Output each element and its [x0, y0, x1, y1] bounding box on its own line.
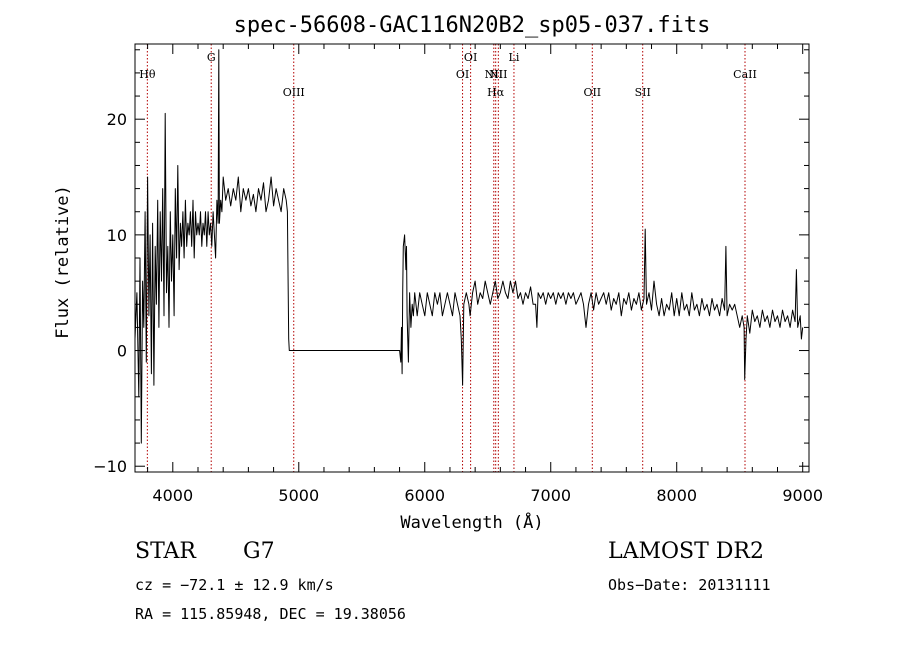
x-tick-label: 5000 — [278, 486, 319, 505]
object-subclass: G7 — [243, 539, 275, 564]
plot-data-layer — [134, 49, 804, 444]
x-tick-label: 9000 — [782, 486, 823, 505]
spectral-line-label: SII — [635, 86, 651, 99]
x-tick-label: 8000 — [656, 486, 697, 505]
spectrum-series-line — [134, 49, 804, 444]
redshift-cz: cz = −72.1 ± 12.9 km/s — [135, 576, 334, 594]
spectral-lines-layer — [146, 44, 746, 472]
spectral-line-label: OII — [583, 86, 601, 99]
spectral-line-label: Hθ — [139, 68, 156, 81]
x-tick-label: 6000 — [404, 486, 445, 505]
object-class: STAR — [135, 539, 197, 564]
spectral-line-label: NII — [485, 68, 503, 81]
spectral-line-label: OI — [464, 51, 477, 64]
spectral-line-label: CaII — [733, 68, 757, 81]
plot-frame — [134, 43, 810, 473]
x-tick-label: 7000 — [530, 486, 571, 505]
y-tick-label: −10 — [93, 457, 127, 476]
spectral-line-label: NII — [489, 68, 507, 81]
spectral-line-label: Li — [509, 51, 520, 64]
y-tick-label: 10 — [107, 226, 127, 245]
spectral-line-label: G — [207, 51, 216, 64]
coordinates: RA = 115.85948, DEC = 19.38056 — [135, 605, 406, 623]
tick-labels: 4000 5000 6000 7000 8000 9000 −10 0 10 20 — [93, 110, 823, 505]
spectral-line-label: OIII — [283, 86, 305, 99]
survey-name: LAMOST DR2 — [608, 539, 764, 564]
y-tick-label: 20 — [107, 110, 127, 129]
plot-axes — [134, 43, 810, 473]
x-axis-label: Wavelength (Å) — [400, 511, 543, 533]
chart-title: spec-56608-GAC116N20B2_sp05-037.fits — [234, 13, 711, 38]
observation-date: Obs−Date: 20131111 — [608, 576, 771, 594]
y-tick-label: 0 — [117, 342, 127, 361]
spectral-line-label: OI — [456, 68, 469, 81]
x-tick-label: 4000 — [152, 486, 193, 505]
spectral-line-label: Hα — [487, 86, 505, 99]
y-axis-label: Flux (relative) — [53, 185, 73, 339]
